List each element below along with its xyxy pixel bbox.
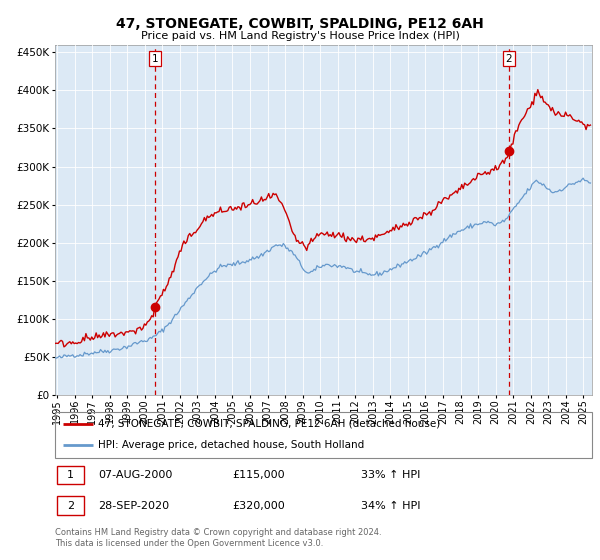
Text: This data is licensed under the Open Government Licence v3.0.: This data is licensed under the Open Gov… [55, 539, 323, 548]
Text: 07-AUG-2000: 07-AUG-2000 [98, 470, 173, 480]
Text: 28-SEP-2020: 28-SEP-2020 [98, 501, 169, 511]
Text: Price paid vs. HM Land Registry's House Price Index (HPI): Price paid vs. HM Land Registry's House … [140, 31, 460, 41]
Text: 1: 1 [152, 54, 158, 63]
FancyBboxPatch shape [58, 465, 84, 484]
Text: 34% ↑ HPI: 34% ↑ HPI [361, 501, 421, 511]
Text: Contains HM Land Registry data © Crown copyright and database right 2024.: Contains HM Land Registry data © Crown c… [55, 528, 382, 536]
Text: 47, STONEGATE, COWBIT, SPALDING, PE12 6AH (detached house): 47, STONEGATE, COWBIT, SPALDING, PE12 6A… [98, 419, 440, 429]
Text: 1: 1 [67, 470, 74, 480]
Text: HPI: Average price, detached house, South Holland: HPI: Average price, detached house, Sout… [98, 440, 364, 450]
Text: £320,000: £320,000 [232, 501, 285, 511]
FancyBboxPatch shape [58, 496, 84, 515]
Text: 2: 2 [506, 54, 512, 63]
Text: 33% ↑ HPI: 33% ↑ HPI [361, 470, 421, 480]
Text: £115,000: £115,000 [232, 470, 285, 480]
Text: 2: 2 [67, 501, 74, 511]
Text: 47, STONEGATE, COWBIT, SPALDING, PE12 6AH: 47, STONEGATE, COWBIT, SPALDING, PE12 6A… [116, 17, 484, 31]
